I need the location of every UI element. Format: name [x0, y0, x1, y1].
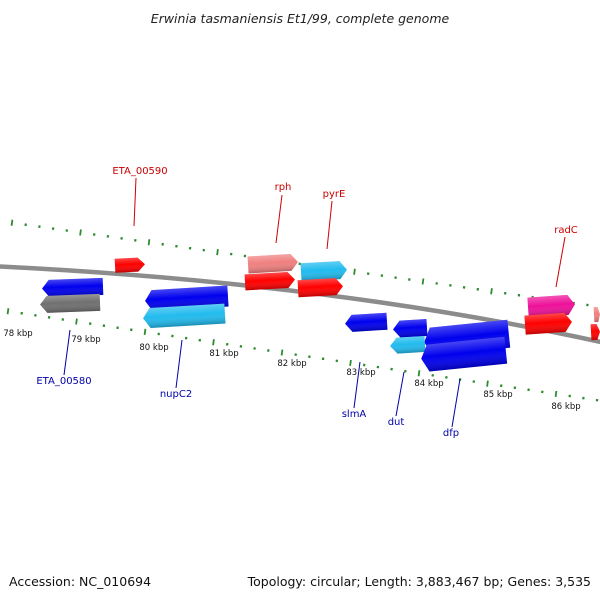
kbp-label: 81 kbp — [209, 349, 238, 359]
gene-arrow-shading — [590, 323, 600, 341]
gene-arrow[interactable] — [40, 293, 101, 313]
reverse-scale-major-tick — [554, 390, 558, 398]
reverse-scale-major-tick — [6, 308, 10, 315]
gene-label[interactable]: ETA_00580 — [36, 376, 91, 387]
gene-label-leader — [353, 361, 361, 409]
forward-scale-major-tick — [353, 268, 356, 275]
gene-arrow[interactable] — [390, 335, 426, 354]
gene-label[interactable]: slmA — [342, 409, 367, 420]
gene-label-leader — [451, 378, 461, 428]
kbp-label: 82 kbp — [277, 359, 306, 369]
kbp-scale-labels: 78 kbp 79 kbp 80 kbp 81 kbp 82 kbp 83 kbp 84 k… — [3, 329, 580, 412]
gene-label[interactable]: rph — [275, 182, 292, 193]
gene-label-leader — [175, 339, 183, 389]
gene-arrow[interactable] — [393, 318, 428, 338]
gene-label[interactable]: nupC2 — [160, 389, 192, 400]
gene-arrow-shading — [524, 312, 572, 335]
gene-arrow-shading — [297, 278, 343, 298]
kbp-label: 78 kbp — [3, 329, 32, 339]
forward-scale-major-tick — [216, 248, 219, 256]
gene-arrow-shading — [300, 261, 347, 282]
reverse-scale-major-tick — [486, 380, 489, 387]
gene-arrow[interactable] — [345, 312, 388, 333]
gene-features — [40, 253, 600, 372]
gene-arrow[interactable] — [593, 306, 600, 323]
gene-arrow[interactable] — [297, 278, 344, 298]
gene-arrow[interactable] — [420, 336, 508, 372]
forward-scale-major-tick — [10, 219, 14, 226]
accession-text: Accession: NC_010694 — [9, 574, 151, 589]
gene-label-leaders — [63, 177, 566, 428]
gene-arrow-shading — [421, 336, 508, 372]
gene-arrow-shading — [244, 272, 295, 291]
forward-scale-major-tick — [421, 278, 425, 285]
gene-arrow-shading — [345, 312, 388, 332]
gene-arrow[interactable] — [300, 261, 348, 282]
gene-arrow-shading — [42, 277, 104, 297]
genome-title: Erwinia tasmaniensis Et1/99, complete ge… — [151, 11, 450, 26]
gene-label-leader — [555, 236, 566, 288]
kbp-label: 86 kbp — [551, 402, 580, 412]
gene-arrow-shading — [143, 303, 226, 328]
gene-arrow[interactable] — [142, 303, 226, 329]
gene-label[interactable]: ETA_00590 — [112, 166, 167, 177]
gene-arrow-shading — [393, 318, 428, 338]
gene-arrow-shading — [527, 294, 575, 318]
kbp-label: 79 kbp — [71, 335, 100, 345]
gene-arrow[interactable] — [590, 323, 600, 341]
forward-scale-major-tick — [79, 229, 82, 236]
gene-arrow[interactable] — [114, 257, 146, 273]
gene-label-leader — [275, 194, 283, 244]
kbp-label: 83 kbp — [346, 368, 375, 378]
gene-arrow[interactable] — [42, 277, 104, 297]
gene-arrow[interactable] — [524, 312, 572, 335]
reverse-scale-major-tick — [349, 359, 352, 367]
reverse-scale-major-tick — [75, 318, 78, 325]
gene-label-leader — [133, 177, 137, 227]
gene-label[interactable]: pyrE — [323, 189, 346, 200]
gene-arrow-shading — [390, 335, 426, 354]
gene-label-leader — [395, 371, 405, 417]
reverse-scale-major-tick — [280, 349, 284, 356]
kbp-label: 80 kbp — [139, 343, 168, 353]
forward-scale-major-tick — [147, 239, 151, 246]
gene-arrow[interactable] — [527, 294, 575, 318]
gene-arrow-shading — [593, 306, 600, 323]
gene-arrow-shading — [247, 253, 298, 274]
reverse-scale-major-tick — [417, 370, 421, 377]
gene-arrow-shading — [40, 293, 101, 313]
gene-arrow[interactable] — [244, 272, 296, 291]
gene-label-leader — [63, 329, 71, 376]
kbp-label: 84 kbp — [414, 379, 443, 389]
kbp-label: 85 kbp — [483, 390, 512, 400]
gene-label[interactable]: dut — [388, 417, 405, 428]
genome-summary-text: Topology: circular; Length: 3,883,467 bp… — [247, 574, 591, 589]
reverse-scale-major-tick — [212, 339, 215, 346]
forward-scale-major-tick — [490, 288, 493, 295]
reverse-scale-ticks — [6, 308, 599, 402]
gene-arrow-shading — [114, 257, 145, 273]
reverse-scale-major-tick — [143, 328, 147, 336]
gene-label[interactable]: radC — [554, 225, 578, 236]
gene-label[interactable]: dfp — [443, 428, 459, 439]
gene-arrow[interactable] — [247, 253, 299, 274]
gene-label-leader — [326, 200, 333, 250]
